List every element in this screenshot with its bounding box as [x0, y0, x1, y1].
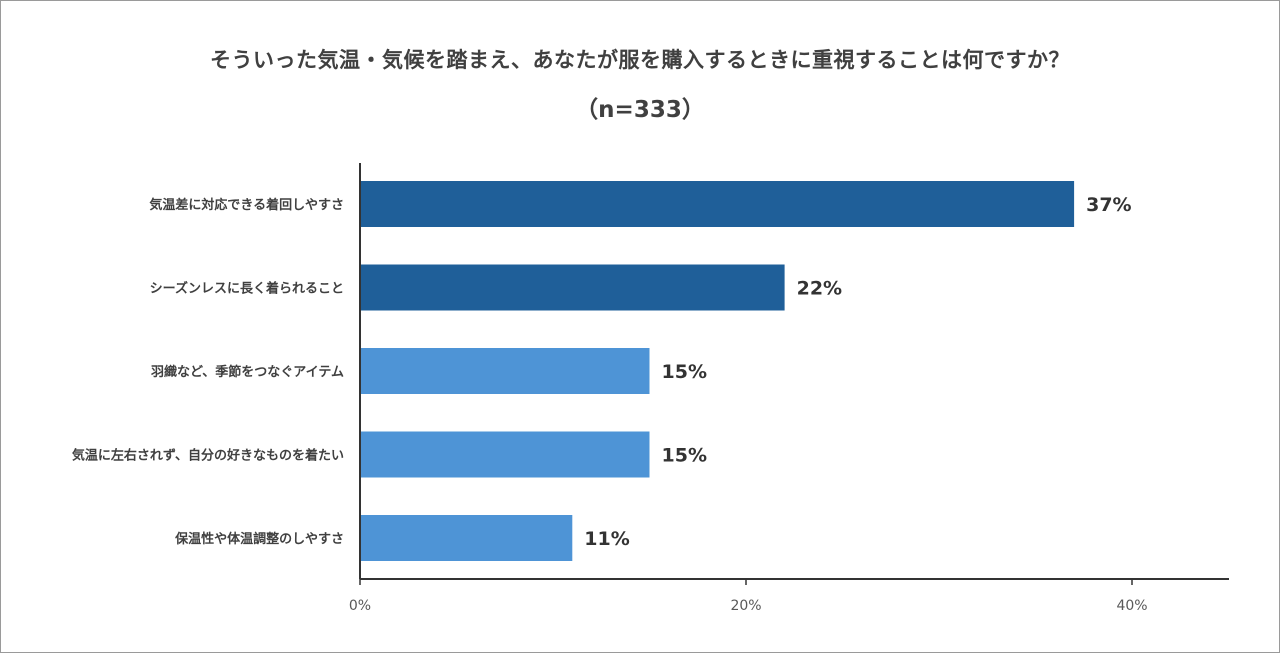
chart-title: そういった気温・気候を踏まえ、あなたが服を購入するときに重視することは何ですか？: [210, 48, 1070, 72]
category-label-2: シーズンレスに長く着られること: [150, 281, 344, 297]
value-label-5: 11%: [584, 528, 629, 550]
axes-layer: 0% 20% 40%: [349, 163, 1229, 614]
x-tick-label-1: 0%: [349, 598, 371, 614]
value-label-2: 22%: [797, 278, 842, 300]
category-label-3: 羽織など、季節をつなぐアイテム: [151, 364, 344, 380]
bar-3: [360, 348, 650, 394]
x-tick-label-3: 40%: [1116, 598, 1147, 614]
bar-1: [360, 181, 1075, 227]
category-label-4: 気温に左右されず、自分の好きなものを着たい: [72, 448, 344, 464]
chart-subtitle: （n=333）: [575, 97, 705, 123]
bar-2: [360, 264, 785, 311]
value-label-4: 15%: [662, 445, 707, 467]
bar-4: [360, 431, 650, 478]
bar-5: [360, 515, 573, 561]
value-label-3: 15%: [662, 361, 707, 383]
bars-layer: 気温差に対応できる着回しやすさ 37% シーズンレスに長く着られること 22% 羽織など…: [72, 181, 1132, 561]
value-label-1: 37%: [1086, 194, 1131, 216]
category-label-5: 保温性や体温調整のしやすさ: [174, 531, 344, 547]
category-label-1: 気温差に対応できる着回しやすさ: [149, 197, 344, 213]
x-tick-label-2: 20%: [730, 598, 761, 614]
